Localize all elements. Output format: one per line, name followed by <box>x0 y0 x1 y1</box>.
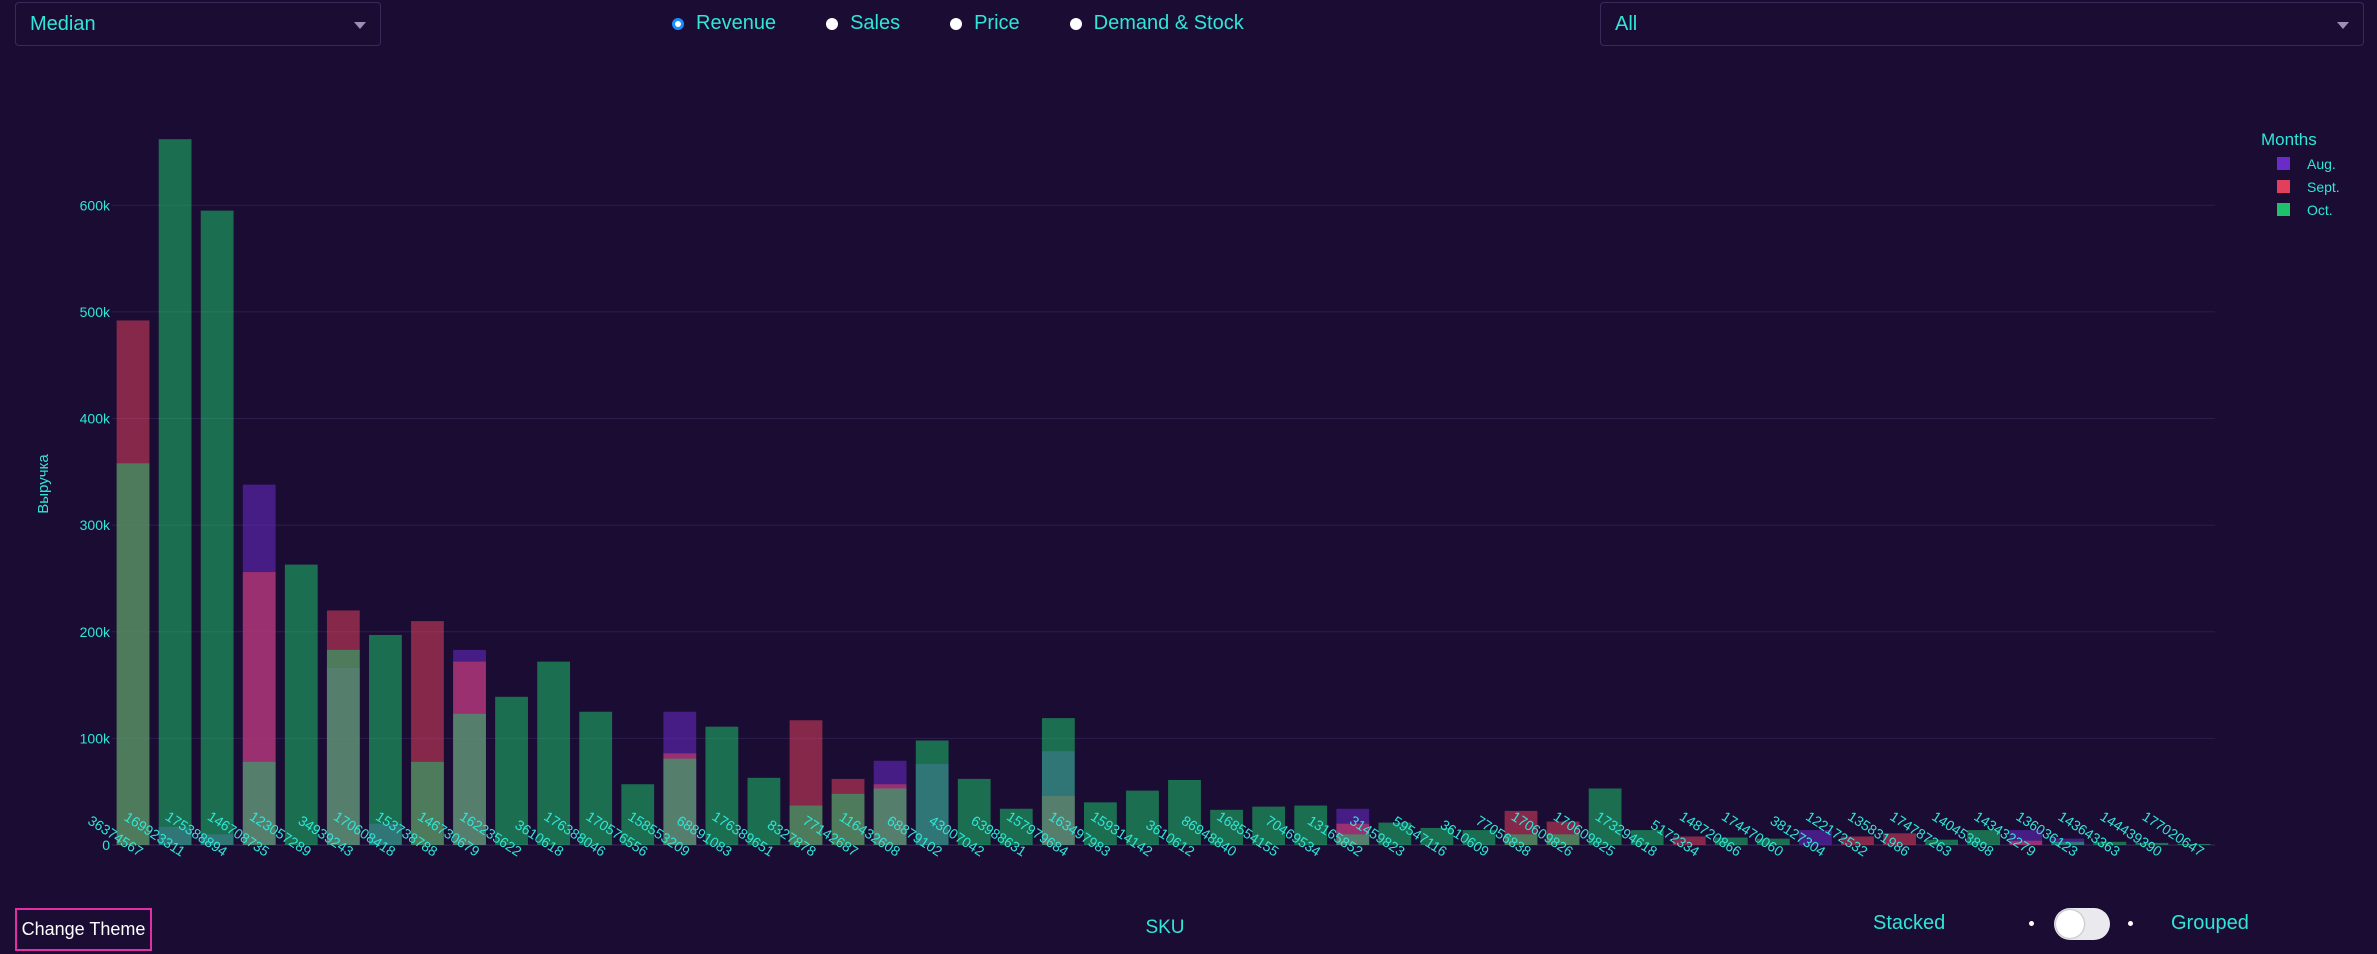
bar <box>1210 809 1243 845</box>
radio-sales[interactable]: Sales <box>826 12 900 35</box>
bar <box>495 696 528 845</box>
bar <box>1588 788 1622 845</box>
bar <box>2009 840 2043 845</box>
radio-button-icon[interactable] <box>826 17 839 30</box>
bar <box>1294 805 1328 845</box>
legend-entry: Aug. <box>2307 156 2336 172</box>
bar <box>1378 822 1412 845</box>
bar <box>1714 837 1748 845</box>
radio-label: Demand & Stock <box>1093 12 1244 34</box>
radio-revenue[interactable]: Revenue <box>672 12 776 35</box>
dot-right-icon <box>2128 921 2133 926</box>
y-tick-label: 0 <box>102 837 110 853</box>
y-tick-labels: 0 100k 200k 300k 400k 500k 600k <box>80 197 111 853</box>
change-theme-button[interactable]: Change Theme <box>15 908 152 951</box>
legend-swatch <box>2277 203 2290 216</box>
bar <box>1883 833 1916 845</box>
bar <box>1462 830 1496 845</box>
y-tick-label: 300k <box>80 517 111 533</box>
bar <box>537 661 571 845</box>
bar <box>1799 830 1832 845</box>
bar <box>1041 718 1075 845</box>
y-tick-label: 600k <box>80 197 111 213</box>
bar <box>1967 830 2001 845</box>
y-tick-label: 400k <box>80 411 111 427</box>
bars <box>116 139 2211 846</box>
bar <box>284 564 318 845</box>
radio-label: Price <box>974 12 1020 34</box>
bar <box>116 463 150 845</box>
bar <box>158 139 192 846</box>
grouped-label: Grouped <box>2171 912 2249 934</box>
bar <box>1630 830 1664 845</box>
dot-left-icon <box>2029 921 2034 926</box>
legend-entry: Sept. <box>2307 179 2340 195</box>
bar <box>1841 836 1874 845</box>
category-filter-dropdown[interactable]: All <box>1600 2 2364 46</box>
y-tick-label: 100k <box>80 730 111 746</box>
bar <box>368 634 402 845</box>
legend-title: Months <box>2261 130 2317 149</box>
y-tick-label: 200k <box>80 624 111 640</box>
stacked-grouped-toggle[interactable] <box>2054 908 2110 940</box>
radio-button-icon[interactable] <box>672 17 684 30</box>
bar <box>2135 842 2169 845</box>
bar <box>873 788 907 845</box>
bar <box>1756 838 1790 845</box>
metric-radio-group: Revenue Sales Price Demand & Stock <box>672 12 1294 35</box>
bar <box>1252 806 1286 845</box>
bar <box>831 793 865 845</box>
legend-swatch <box>2277 157 2290 170</box>
legend-entry: Oct. <box>2307 202 2333 218</box>
bar <box>1084 802 1117 845</box>
chevron-down-icon[interactable] <box>354 22 366 29</box>
bar <box>2051 841 2085 845</box>
bar <box>1420 827 1454 845</box>
bar <box>789 805 823 845</box>
bar <box>1546 834 1580 845</box>
y-tick-label: 500k <box>80 304 111 320</box>
y-axis-title: Выручка <box>35 454 52 514</box>
bar <box>242 761 276 845</box>
bar <box>2177 843 2211 845</box>
bar <box>453 713 486 845</box>
chevron-down-icon[interactable] <box>2337 22 2349 29</box>
radio-label: Sales <box>850 12 901 34</box>
radio-price[interactable]: Price <box>950 12 1020 35</box>
toggle-knob[interactable] <box>2056 910 2084 938</box>
radio-button-icon[interactable] <box>950 17 963 30</box>
bar <box>957 778 991 845</box>
bar <box>747 777 781 845</box>
legend: Months Aug. Sept. Oct. <box>2261 130 2340 218</box>
category-filter-value: All <box>1615 12 1638 35</box>
bar <box>579 711 613 845</box>
bar <box>999 808 1033 845</box>
bar <box>915 740 949 845</box>
radio-demand-stock[interactable]: Demand & Stock <box>1069 12 1244 35</box>
bar <box>2093 841 2127 845</box>
aggregation-value: Median <box>30 12 96 35</box>
bar <box>621 784 655 845</box>
bar <box>411 761 444 845</box>
bar <box>326 649 360 845</box>
x-axis-title: SKU <box>1145 917 1184 938</box>
bar <box>1672 836 1706 845</box>
radio-button-icon[interactable] <box>1069 17 1082 30</box>
bar <box>1126 790 1159 845</box>
bar <box>1168 779 1201 845</box>
bar <box>1925 839 1959 845</box>
bar <box>1336 834 1370 845</box>
bar <box>1504 834 1538 845</box>
aggregation-dropdown[interactable]: Median <box>15 2 381 46</box>
bar <box>663 758 697 845</box>
bar <box>200 210 234 845</box>
radio-label: Revenue <box>696 12 777 34</box>
legend-swatch <box>2277 180 2290 193</box>
bar <box>705 726 739 845</box>
stacked-label: Stacked <box>1873 912 1946 934</box>
